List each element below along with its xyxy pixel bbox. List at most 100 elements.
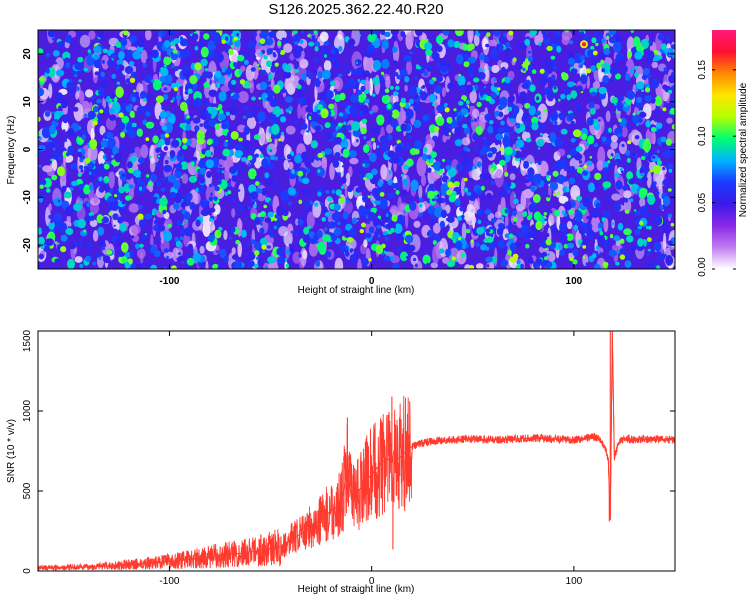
heatmap-cell <box>250 191 259 200</box>
heatmap-y-tick-label: -20 <box>22 237 33 252</box>
heatmap-cell <box>173 110 176 115</box>
heatmap-cell <box>38 178 47 186</box>
heatmap-cell <box>646 242 650 246</box>
heatmap-cell <box>297 219 304 226</box>
heatmap-cell <box>167 174 176 183</box>
heatmap-cell <box>650 183 655 190</box>
heatmap-cell <box>317 71 323 79</box>
heatmap-cell <box>439 59 448 68</box>
heatmap-cell <box>488 66 492 71</box>
heatmap-cell <box>544 256 548 261</box>
heatmap-cell <box>378 76 385 84</box>
heatmap-cell <box>567 81 574 88</box>
heatmap-cell <box>535 220 543 231</box>
heatmap-cell <box>138 204 143 210</box>
heatmap-cell <box>125 104 132 113</box>
heatmap-cell <box>264 172 270 179</box>
heatmap-cell <box>582 33 590 43</box>
heatmap-cell <box>138 219 146 228</box>
heatmap-cell <box>372 59 382 71</box>
heatmap-cell <box>610 79 613 82</box>
heatmap-cell <box>237 241 242 258</box>
heatmap-cell <box>223 141 229 147</box>
heatmap-cell <box>100 36 105 41</box>
heatmap-cell <box>470 119 474 123</box>
heatmap-cell <box>504 208 510 214</box>
heatmap-cell <box>167 223 172 228</box>
heatmap-cell <box>87 110 96 120</box>
heatmap-cell <box>44 110 51 117</box>
heatmap-cell <box>356 217 360 221</box>
heatmap-cell <box>609 234 614 239</box>
heatmap-cell <box>579 180 584 185</box>
heatmap-y-label: Frequency (Hz) <box>6 116 17 185</box>
heatmap-cell <box>319 202 323 206</box>
heatmap-cell <box>227 190 232 195</box>
heatmap-cell <box>218 91 227 102</box>
heatmap-cell <box>568 172 572 176</box>
heatmap-cell <box>200 199 208 208</box>
heatmap-cell <box>129 146 135 154</box>
heatmap-cell <box>264 265 269 269</box>
heatmap-cell <box>229 166 237 174</box>
heatmap-cell <box>281 88 287 94</box>
heatmap-cell <box>525 126 532 133</box>
heatmap-cell <box>647 248 651 252</box>
heatmap-cell <box>116 133 119 136</box>
heatmap-cell <box>159 197 168 207</box>
heatmap-cell <box>42 165 53 173</box>
heatmap-cell <box>500 66 507 74</box>
heatmap-cell <box>363 176 367 181</box>
heatmap-cell <box>541 251 548 258</box>
heatmap-cell <box>335 189 342 196</box>
heatmap-cell <box>334 137 342 144</box>
heatmap-cell <box>269 98 278 108</box>
heatmap-cell <box>490 92 497 99</box>
heatmap-cell <box>594 30 601 38</box>
heatmap-cell <box>163 230 167 235</box>
heatmap-cell <box>672 112 675 115</box>
heatmap-cell <box>494 211 503 219</box>
heatmap-cell <box>38 88 45 97</box>
heatmap-cell <box>265 177 274 186</box>
heatmap-cell <box>473 77 480 83</box>
heatmap-cell <box>234 39 241 48</box>
heatmap-cell <box>106 249 113 255</box>
heatmap-cell <box>232 93 240 100</box>
heatmap-cell <box>173 87 178 92</box>
heatmap-cell <box>186 98 190 104</box>
heatmap-cell <box>440 209 447 219</box>
heatmap-cell <box>365 204 369 209</box>
heatmap-cell <box>349 104 358 116</box>
heatmap-cell <box>626 90 636 100</box>
heatmap-cell <box>406 60 412 75</box>
heatmap-cell <box>89 219 98 227</box>
heatmap-cell <box>440 183 450 192</box>
heatmap-cell <box>487 152 493 158</box>
heatmap-cell <box>225 90 232 99</box>
heatmap-cell <box>446 116 453 124</box>
heatmap-cell <box>38 145 46 152</box>
heatmap-cell <box>121 200 126 205</box>
heatmap-cell <box>510 130 514 134</box>
heatmap-cell <box>421 174 426 187</box>
heatmap-cell <box>338 244 347 251</box>
heatmap-cell <box>66 191 70 195</box>
heatmap-cell <box>145 121 155 129</box>
heatmap-cell <box>423 138 426 142</box>
heatmap-cell <box>652 54 661 61</box>
heatmap-cell <box>203 100 211 108</box>
heatmap-cell <box>247 40 256 50</box>
heatmap-cell <box>494 110 500 117</box>
heatmap-cell <box>160 217 164 222</box>
heatmap-cell <box>123 30 129 36</box>
heatmap-cell <box>283 159 289 171</box>
heatmap-cell <box>426 262 429 266</box>
heatmap-cell <box>267 211 274 218</box>
heatmap-cell <box>480 193 486 200</box>
heatmap-cell <box>644 138 650 144</box>
heatmap-cell <box>136 248 146 259</box>
heatmap-cell <box>601 136 607 143</box>
heatmap-cell <box>96 214 104 224</box>
